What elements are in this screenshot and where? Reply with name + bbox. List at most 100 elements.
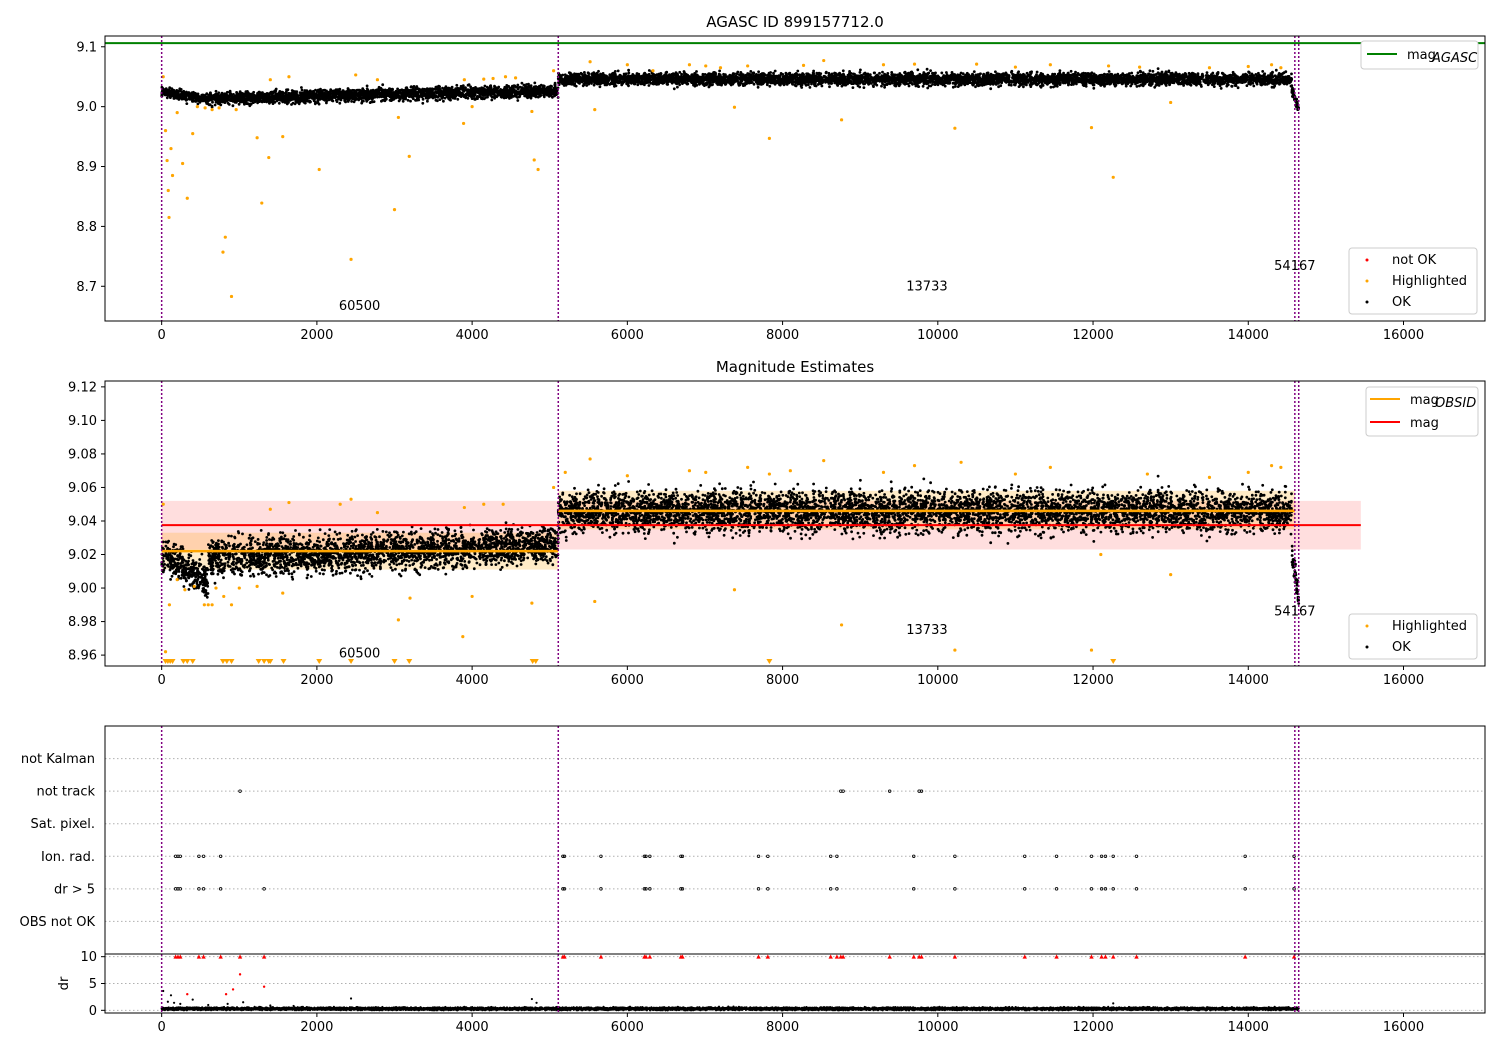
data-point-ok [391, 88, 394, 92]
data-point-ok [161, 91, 165, 95]
data-point-ok [319, 91, 323, 95]
data-point-ok [367, 94, 371, 98]
data-point-ok [516, 83, 520, 87]
data-point-ok [524, 91, 527, 95]
data-point-ok [434, 85, 438, 89]
data-point-ok [227, 96, 231, 99]
data-point-ok [349, 96, 353, 100]
data-point-ok [280, 97, 283, 101]
data-point-ok [377, 92, 380, 96]
data-point-ok [299, 93, 303, 97]
data-point-ok [333, 95, 337, 98]
data-point-ok [185, 102, 189, 105]
data-point-ok [225, 90, 229, 94]
data-point-ok [404, 97, 407, 101]
data-point-ok [490, 95, 494, 99]
data-point-ok [307, 96, 311, 100]
data-point-ok [441, 96, 445, 99]
data-point-ok [278, 92, 282, 96]
data-point-ok [921, 84, 925, 88]
data-point-ok [188, 97, 192, 101]
data-point-ok [627, 68, 630, 72]
data-point-ok [338, 101, 342, 105]
data-point-ok [241, 93, 245, 97]
data-point-ok [164, 87, 168, 91]
data-point-ok [487, 91, 491, 94]
data-point-ok [346, 89, 349, 93]
data-point-ok [200, 97, 204, 101]
data-point-ok [284, 91, 287, 95]
data-point-ok [411, 97, 415, 101]
data-point-ok [1069, 69, 1073, 73]
data-point-ok [851, 86, 855, 89]
data-point-ok [421, 101, 425, 105]
data-point-ok [294, 91, 297, 94]
data-point-ok [380, 99, 383, 103]
data-point-ok [275, 94, 279, 98]
data-point-ok [333, 89, 336, 93]
data-point-ok [553, 94, 556, 98]
data-point-ok [442, 88, 446, 91]
data-point-ok [672, 87, 676, 91]
data-point-ok [221, 94, 225, 97]
data-point-ok [436, 95, 440, 99]
data-point-ok [172, 97, 176, 100]
data-point-ok [365, 84, 369, 88]
data-point-ok [796, 69, 800, 73]
data-point-ok [247, 91, 250, 95]
data-point-ok [349, 89, 352, 92]
data-point-ok [284, 98, 288, 101]
data-point-ok [237, 93, 240, 97]
data-point-ok [207, 103, 211, 107]
data-point-ok [271, 91, 275, 95]
data-point-ok [398, 97, 402, 101]
data-point-ok [466, 96, 470, 100]
data-point-ok [379, 88, 383, 92]
data-point-ok [545, 87, 549, 91]
data-point-ok [401, 99, 405, 103]
data-point-ok [437, 89, 440, 92]
data-point-ok [467, 83, 471, 86]
data-point-ok [460, 91, 464, 95]
data-point-ok [163, 91, 167, 95]
data-point-ok [518, 92, 521, 95]
data-point-ok [423, 94, 427, 97]
data-point-ok [325, 89, 328, 93]
data-point-ok [533, 81, 537, 85]
data-point-ok [327, 98, 331, 102]
data-point-ok [244, 101, 248, 105]
data-point-ok [365, 87, 369, 91]
data-point-ok [291, 91, 294, 94]
data-point-ok [331, 99, 335, 103]
data-point-ok [490, 98, 494, 102]
data-point-ok [435, 91, 439, 94]
data-point-ok [450, 92, 454, 96]
data-point-ok [211, 100, 214, 104]
data-point-ok [244, 92, 248, 96]
data-point-ok [468, 89, 472, 93]
data-point-ok [447, 97, 450, 100]
data-point-ok [207, 94, 211, 98]
data-point-ok [379, 94, 383, 98]
data-point-ok [175, 96, 179, 100]
data-point-ok [1261, 70, 1265, 73]
data-point-ok [438, 93, 442, 97]
data-point-ok [300, 88, 304, 92]
data-point-ok [213, 103, 217, 107]
data-point-ok [528, 95, 532, 99]
data-point-ok [357, 98, 361, 102]
data-point-ok [197, 99, 201, 103]
data-point-ok [322, 94, 326, 98]
data-point-ok [243, 96, 246, 100]
data-point-ok [539, 93, 542, 97]
data-point-ok [523, 94, 526, 98]
data-point-ok [322, 98, 326, 101]
data-point-ok [389, 91, 393, 94]
data-point-ok [314, 92, 318, 96]
data-point-ok [543, 93, 546, 97]
data-point-ok [196, 92, 200, 96]
data-point-ok [354, 89, 358, 93]
data-point-ok [237, 102, 241, 106]
